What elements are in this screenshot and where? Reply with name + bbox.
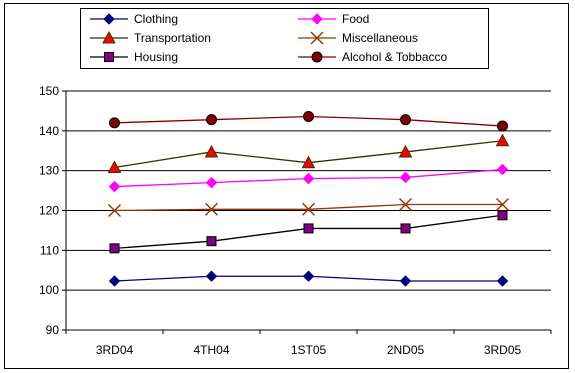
point-miscellaneous-2-b bbox=[302, 202, 315, 216]
point-food-4 bbox=[496, 163, 509, 176]
point-miscellaneous-3 bbox=[399, 198, 412, 212]
y-tick-label-130: 130 bbox=[39, 164, 59, 178]
point-housing-2 bbox=[303, 223, 314, 234]
point-food-2 bbox=[302, 172, 315, 185]
point-alcohol-tobbacco-0 bbox=[109, 117, 120, 129]
point-clothing-0 bbox=[108, 275, 121, 287]
point-miscellaneous-0 bbox=[108, 204, 121, 217]
x-tick-label-4TH04: 4TH04 bbox=[193, 343, 229, 357]
point-food-3 bbox=[399, 171, 412, 184]
legend-marker-transportation bbox=[102, 30, 116, 44]
legend-marker-clothing bbox=[103, 13, 115, 25]
point-miscellaneous-3-b bbox=[399, 198, 412, 212]
x-tick-label-2ND05: 2ND05 bbox=[387, 343, 425, 357]
legend-marker-miscellaneous bbox=[310, 31, 324, 45]
legend-marker-miscellaneous-b bbox=[310, 31, 324, 45]
y-tick-label-110: 110 bbox=[40, 243, 59, 257]
point-miscellaneous-4-b bbox=[496, 198, 509, 212]
point-housing-3 bbox=[400, 223, 411, 234]
point-food-0 bbox=[108, 180, 121, 193]
axes: 90 100 110 120 130 140 150 3RD04 4TH04 1ST05 2ND05… bbox=[39, 84, 552, 357]
point-alcohol-tobbacco-3 bbox=[400, 114, 411, 126]
legend-marker-food bbox=[311, 13, 323, 25]
legend: Clothing Food Transportation Miscellaneous H… bbox=[80, 8, 489, 69]
y-tick-label-120: 120 bbox=[39, 204, 59, 218]
point-housing-1 bbox=[206, 236, 217, 247]
point-transportation-2 bbox=[301, 155, 316, 169]
legend-label-miscellaneous: Miscellaneous bbox=[342, 31, 418, 45]
point-alcohol-tobbacco-4 bbox=[497, 120, 508, 132]
point-miscellaneous-0-b bbox=[108, 204, 121, 217]
legend-box bbox=[80, 8, 489, 69]
y-tick-label-100: 100 bbox=[39, 283, 59, 297]
legend-label-food: Food bbox=[342, 12, 369, 26]
point-transportation-4 bbox=[495, 133, 510, 147]
point-transportation-1 bbox=[204, 144, 219, 158]
x-tick-label-3RD05: 3RD05 bbox=[484, 343, 522, 357]
point-food-1 bbox=[205, 176, 218, 189]
y-tick-label-150: 150 bbox=[39, 84, 59, 98]
point-housing-4 bbox=[497, 210, 508, 221]
x-tick-label-3RD04: 3RD04 bbox=[96, 343, 134, 357]
point-clothing-4 bbox=[496, 275, 509, 287]
point-alcohol-tobbacco-1 bbox=[206, 114, 217, 126]
legend-marker-alcohol-tobbacco bbox=[311, 51, 323, 63]
legend-label-alcohol-tobbacco: Alcohol & Tobbacco bbox=[342, 50, 448, 64]
point-transportation-3 bbox=[398, 144, 413, 158]
legend-label-housing: Housing bbox=[134, 50, 178, 64]
y-tick-label-140: 140 bbox=[39, 124, 59, 138]
point-clothing-2 bbox=[302, 270, 315, 282]
series-group bbox=[107, 110, 510, 287]
point-miscellaneous-2 bbox=[302, 202, 315, 216]
point-housing-0 bbox=[109, 243, 120, 254]
point-transportation-0 bbox=[107, 160, 122, 173]
point-clothing-1 bbox=[205, 270, 218, 282]
point-miscellaneous-4 bbox=[496, 198, 509, 212]
point-miscellaneous-1-b bbox=[205, 202, 218, 216]
legend-label-clothing: Clothing bbox=[134, 12, 178, 26]
point-miscellaneous-1 bbox=[205, 202, 218, 216]
legend-label-transportation: Transportation bbox=[134, 31, 211, 45]
x-tick-label-1ST05: 1ST05 bbox=[291, 343, 327, 357]
point-clothing-3 bbox=[399, 275, 412, 287]
legend-marker-housing bbox=[104, 52, 114, 62]
y-tick-label-90: 90 bbox=[46, 323, 60, 337]
point-alcohol-tobbacco-2 bbox=[303, 110, 314, 122]
